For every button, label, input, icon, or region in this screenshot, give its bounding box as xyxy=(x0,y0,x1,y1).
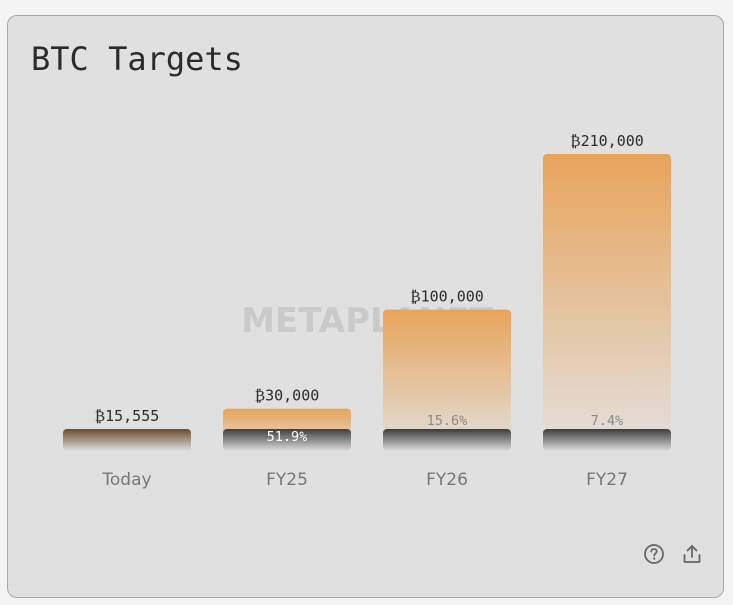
category-label: FY26 xyxy=(426,470,468,490)
holdings-bar xyxy=(383,429,511,451)
bar-chart: ₿15,555 Today ₿30,000 51.9% FY25 ₿100,000 15.6… xyxy=(63,132,671,490)
holdings-bar xyxy=(223,429,351,451)
bar-group-fy26: ₿100,000 15.6% FY26 xyxy=(383,288,511,490)
bars-layer: ₿15,555 Today ₿30,000 51.9% FY25 ₿100,000 15.6… xyxy=(63,132,671,490)
bar-group-today: ₿15,555 Today xyxy=(63,407,191,490)
help-icon[interactable] xyxy=(642,542,666,566)
value-label: ₿210,000 xyxy=(570,132,644,150)
percent-label: 15.6% xyxy=(427,413,468,429)
btc-targets-card: BTC Targets METAPLANET ₿15,555 Today ₿30,0… xyxy=(7,15,724,598)
value-label: ₿15,555 xyxy=(95,407,160,425)
share-icon[interactable] xyxy=(680,542,704,566)
category-label: Today xyxy=(101,470,151,490)
value-label: ₿30,000 xyxy=(255,387,320,405)
target-bar xyxy=(543,154,671,451)
category-label: FY27 xyxy=(586,470,628,490)
value-label: ₿100,000 xyxy=(410,288,484,306)
percent-label: 51.9% xyxy=(267,429,308,445)
category-label: FY25 xyxy=(266,470,308,490)
holdings-bar xyxy=(543,429,671,451)
bar-group-fy27: ₿210,000 7.4% FY27 xyxy=(543,132,671,490)
chart-title: BTC Targets xyxy=(31,40,243,78)
holdings-bar xyxy=(63,429,191,451)
bar-group-fy25: ₿30,000 51.9% FY25 xyxy=(223,387,351,490)
target-bar xyxy=(383,309,511,451)
percent-label: 7.4% xyxy=(591,413,624,429)
